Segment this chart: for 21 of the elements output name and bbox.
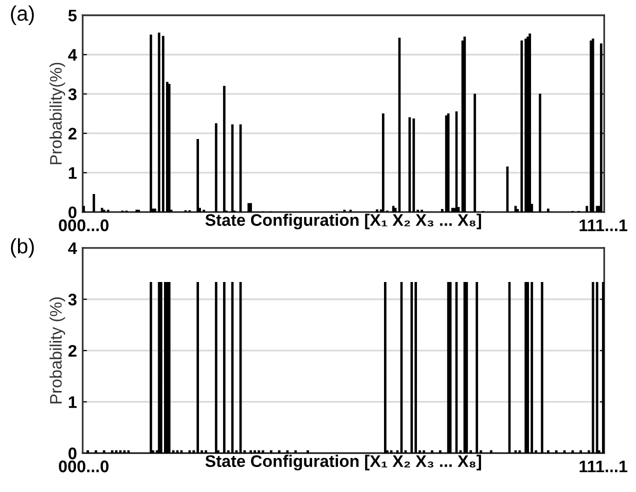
y-tick-label: 1 bbox=[68, 396, 77, 408]
y-tick-label: 4 bbox=[68, 242, 78, 254]
x-tick-label: 000...0 bbox=[58, 219, 108, 232]
y-tick-label: 0 bbox=[68, 448, 76, 460]
y-axis-title: Probability (%) bbox=[50, 297, 66, 404]
y-axis-title: Probability(%) bbox=[50, 62, 66, 164]
y-tick-label: 0 bbox=[68, 206, 76, 218]
chart-title: (b) bbox=[10, 238, 34, 258]
y-tick-label: 1 bbox=[68, 167, 77, 179]
chart-title: (a) bbox=[10, 6, 34, 25]
y-tick-label: 5 bbox=[68, 10, 77, 22]
y-tick-label: 3 bbox=[68, 88, 77, 100]
x-axis-title: State Configuration [X₁ X₂ X₃ ... X₈] bbox=[205, 214, 482, 230]
y-tick-label: 4 bbox=[68, 49, 78, 61]
x-tick-label: 111...1 bbox=[580, 460, 628, 472]
y-tick-label: 2 bbox=[68, 344, 76, 357]
x-tick-label: 111...1 bbox=[580, 220, 628, 232]
y-tick-label: 2 bbox=[68, 128, 76, 140]
x-axis-title: State Configuration [X₁ X₂ X₃ ... X₈] bbox=[205, 454, 482, 470]
x-tick-label: 000...0 bbox=[58, 460, 108, 472]
y-tick-label: 3 bbox=[68, 294, 77, 306]
